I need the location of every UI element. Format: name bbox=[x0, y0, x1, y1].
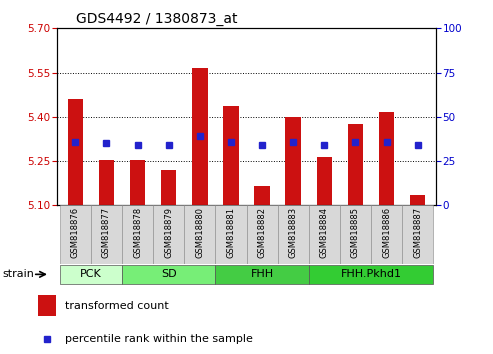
Text: GSM818883: GSM818883 bbox=[289, 207, 298, 258]
Bar bbox=[130, 160, 145, 205]
Text: GDS4492 / 1380873_at: GDS4492 / 1380873_at bbox=[76, 12, 237, 26]
Bar bbox=[215, 205, 246, 264]
Bar bbox=[278, 205, 309, 264]
Text: GSM818884: GSM818884 bbox=[320, 207, 329, 258]
Text: transformed count: transformed count bbox=[65, 301, 168, 310]
Text: GSM818880: GSM818880 bbox=[195, 207, 204, 258]
Bar bbox=[246, 205, 278, 264]
Text: GSM818876: GSM818876 bbox=[71, 207, 80, 258]
Bar bbox=[91, 205, 122, 264]
Text: FHH: FHH bbox=[250, 269, 274, 279]
Text: GSM818882: GSM818882 bbox=[257, 207, 267, 258]
Bar bbox=[254, 186, 270, 205]
Bar bbox=[348, 124, 363, 205]
Bar bbox=[192, 68, 208, 205]
Bar bbox=[402, 205, 433, 264]
Bar bbox=[60, 265, 122, 284]
Bar bbox=[223, 107, 239, 205]
Text: GSM818885: GSM818885 bbox=[351, 207, 360, 258]
Text: GSM818881: GSM818881 bbox=[226, 207, 236, 258]
Bar bbox=[379, 112, 394, 205]
Bar bbox=[122, 205, 153, 264]
Bar bbox=[38, 295, 56, 316]
Bar bbox=[215, 265, 309, 284]
Bar bbox=[340, 205, 371, 264]
Bar bbox=[309, 205, 340, 264]
Text: GSM818877: GSM818877 bbox=[102, 207, 111, 258]
Text: GSM818887: GSM818887 bbox=[413, 207, 422, 258]
Bar bbox=[309, 265, 433, 284]
Bar bbox=[410, 195, 425, 205]
Bar bbox=[60, 205, 91, 264]
Bar bbox=[184, 205, 215, 264]
Text: FHH.Pkhd1: FHH.Pkhd1 bbox=[341, 269, 401, 279]
Bar bbox=[317, 156, 332, 205]
Bar bbox=[161, 170, 176, 205]
Text: PCK: PCK bbox=[80, 269, 102, 279]
Text: SD: SD bbox=[161, 269, 176, 279]
Bar bbox=[99, 160, 114, 205]
Bar bbox=[153, 205, 184, 264]
Text: strain: strain bbox=[3, 269, 35, 279]
Bar bbox=[285, 117, 301, 205]
Text: GSM818879: GSM818879 bbox=[164, 207, 173, 258]
Text: percentile rank within the sample: percentile rank within the sample bbox=[65, 334, 252, 344]
Bar bbox=[371, 205, 402, 264]
Bar bbox=[68, 99, 83, 205]
Text: GSM818878: GSM818878 bbox=[133, 207, 142, 258]
Text: GSM818886: GSM818886 bbox=[382, 207, 391, 258]
Bar bbox=[122, 265, 215, 284]
